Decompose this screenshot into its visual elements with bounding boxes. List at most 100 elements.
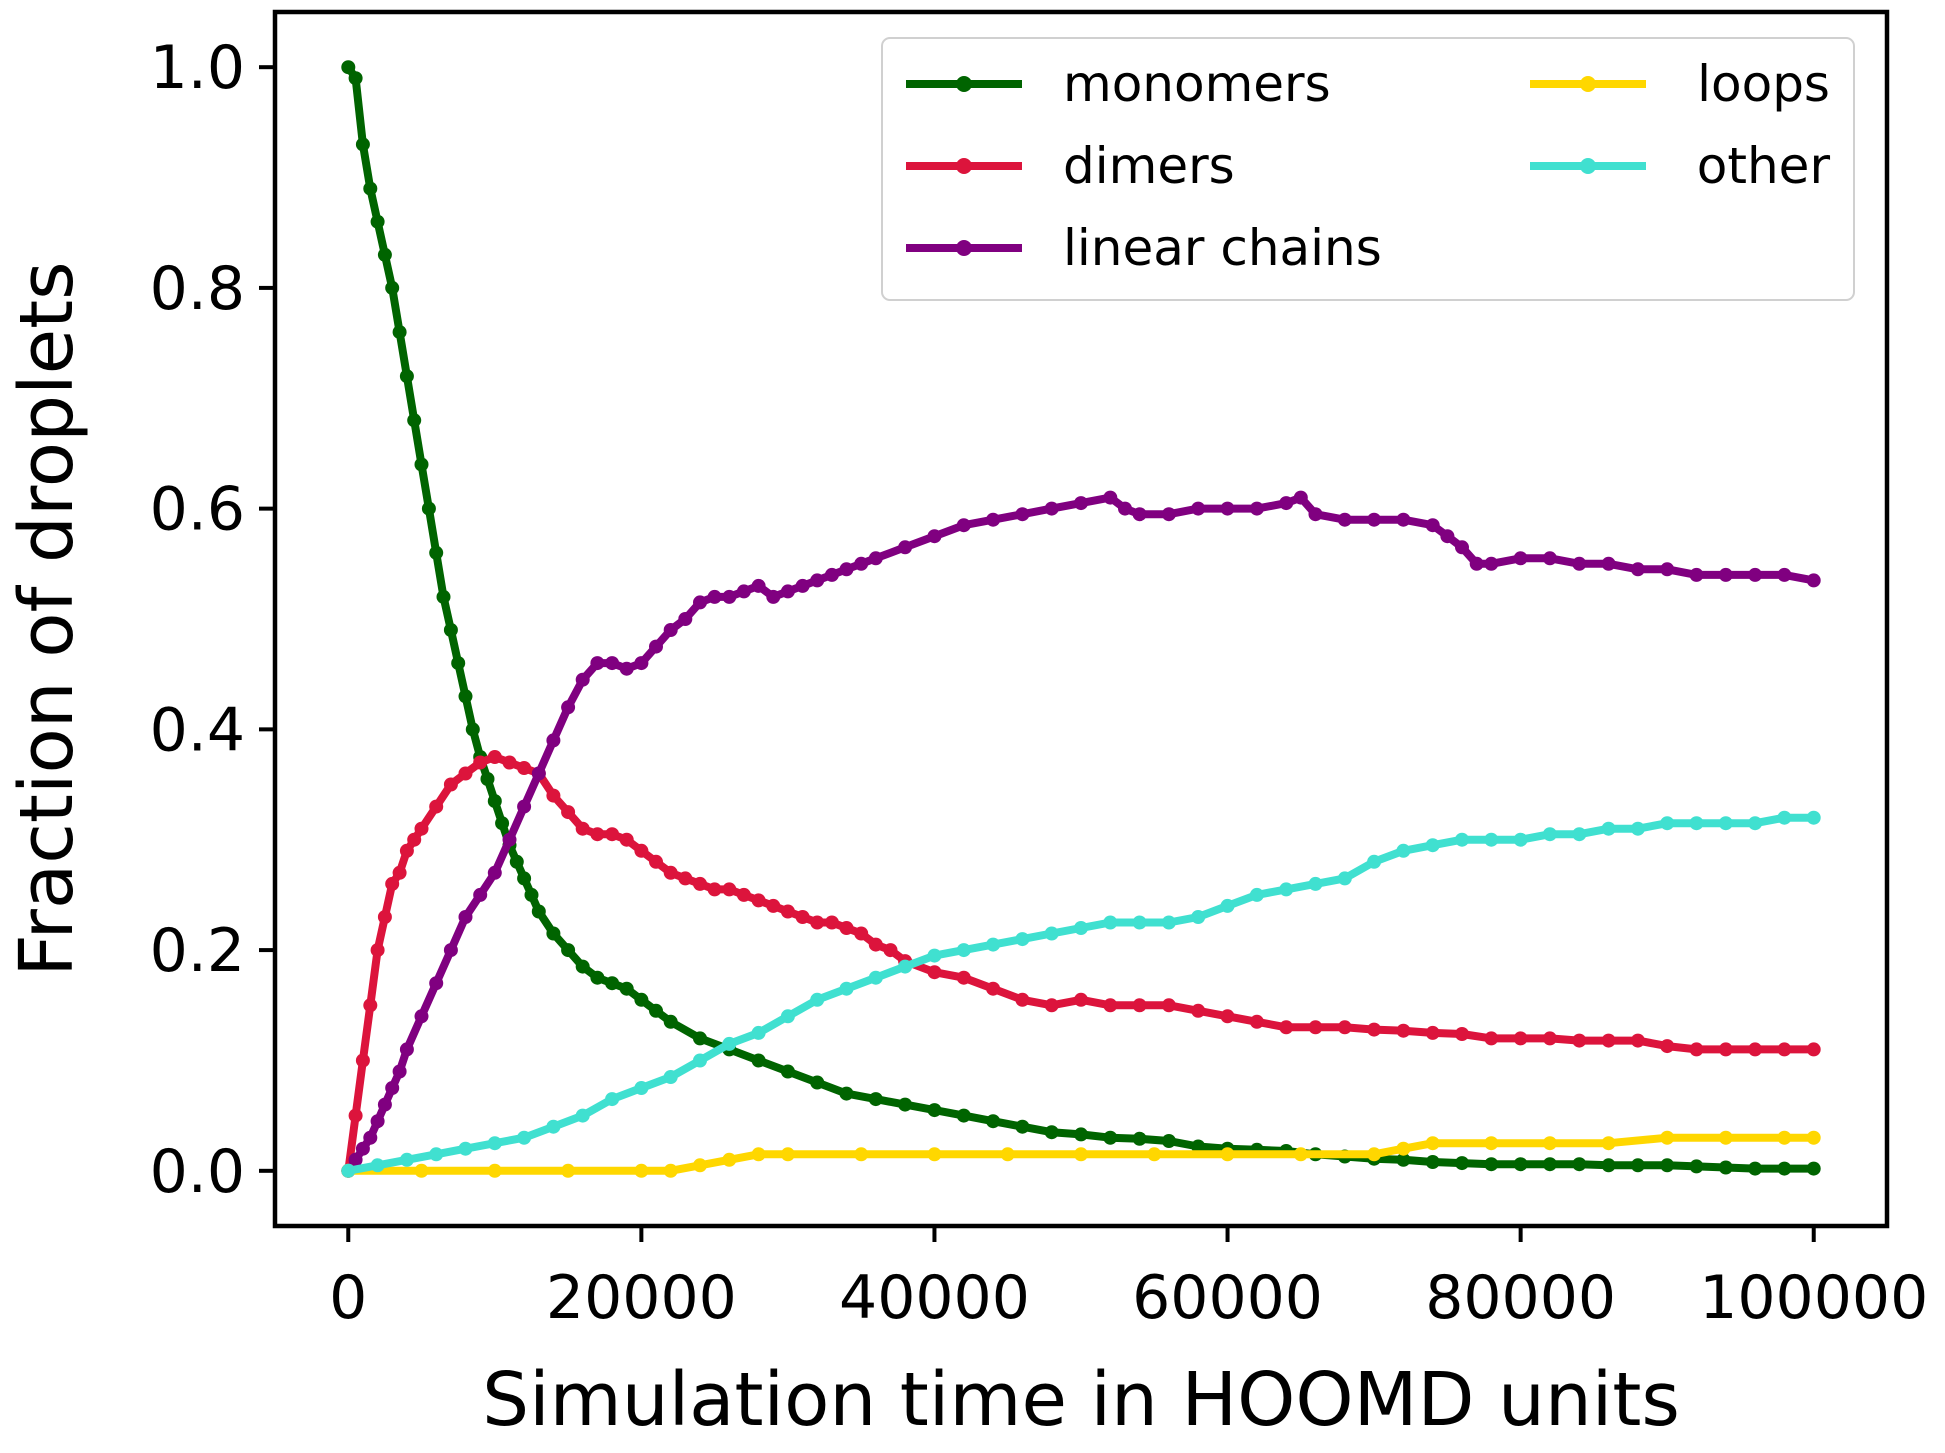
data-point-monomers [465,722,480,737]
data-point-monomers [436,589,451,604]
data-point-other [898,959,913,974]
data-point-linear_chains [722,589,737,604]
y-tick-label: 0.8 [150,254,245,324]
data-point-other [1396,843,1411,858]
data-point-linear_chains [854,556,869,571]
x-tick-label: 20000 [546,1263,737,1333]
data-point-linear_chains [1455,540,1469,555]
data-point-monomers [1132,1131,1147,1146]
data-point-monomers [1572,1157,1587,1172]
data-point-monomers [1660,1158,1675,1173]
data-point-dimers [363,998,378,1013]
data-point-monomers [1015,1119,1030,1134]
data-point-dimers [517,761,532,775]
data-point-other [1572,827,1587,842]
data-point-monomers [561,943,576,958]
data-point-dimers [385,876,400,891]
data-point-linear_chains [605,656,620,671]
data-point-monomers [927,1103,942,1118]
data-point-other [927,948,942,963]
data-point-linear_chains [693,595,707,610]
data-point-loops [1601,1136,1616,1151]
data-point-dimers [634,843,649,858]
legend-marker-dimers [956,158,972,174]
data-point-loops [722,1152,737,1167]
data-point-monomers [1484,1157,1499,1172]
data-point-monomers [531,904,546,919]
data-point-other [1542,827,1557,842]
data-point-dimers [377,910,392,924]
data-point-monomers [443,623,458,637]
data-point-dimers [458,766,473,781]
data-point-dimers [868,937,883,952]
data-point-dimers [1513,1031,1528,1046]
data-point-monomers [495,816,510,831]
data-point-dimers [370,943,385,958]
data-point-monomers [839,1086,854,1101]
data-point-loops [1220,1147,1235,1162]
data-point-other [634,1081,649,1095]
data-point-other [1425,838,1440,853]
data-point-linear_chains [1806,573,1821,588]
data-point-linear_chains [927,529,942,544]
data-point-linear_chains [517,799,532,814]
data-point-dimers [883,943,898,958]
data-point-dimers [1425,1025,1440,1040]
data-point-dimers [1660,1039,1675,1054]
data-point-other [1601,821,1616,836]
data-point-dimers [927,965,942,980]
data-point-other [1367,854,1382,869]
data-point-other [1308,876,1323,891]
data-point-dimers [1630,1033,1645,1048]
data-point-linear_chains [780,584,795,599]
data-point-dimers [1367,1022,1382,1037]
data-point-other [956,943,971,958]
data-point-monomers [619,981,634,996]
data-point-other [1161,915,1176,930]
data-point-linear_chains [839,562,854,577]
data-point-monomers [693,1031,707,1046]
data-point-linear_chains [619,661,634,676]
data-point-dimers [1220,1009,1235,1024]
data-point-monomers [524,887,539,902]
data-point-dimers [348,1108,363,1123]
data-point-loops [414,1163,429,1178]
x-axis-title: Simulation time in HOOMD units [482,1357,1680,1443]
y-tick-label: 0.2 [150,916,245,986]
data-point-other [517,1130,532,1145]
data-point-other [575,1108,590,1123]
legend-label-dimers: dimers [1063,137,1235,195]
data-point-monomers [480,772,495,786]
data-point-linear_chains [795,578,810,593]
data-point-linear_chains [678,612,693,626]
data-point-monomers [363,181,378,196]
data-point-loops [1777,1130,1792,1145]
data-point-monomers [451,656,466,671]
data-point-linear_chains [1161,507,1176,522]
data-point-monomers [663,1014,678,1029]
data-point-monomers [399,369,414,384]
data-point-monomers [1630,1158,1645,1173]
data-point-linear_chains [1337,512,1352,527]
data-point-dimers [1396,1023,1411,1038]
data-point-loops [1293,1147,1308,1162]
y-tick-label: 0.0 [150,1137,245,1207]
data-point-loops [693,1158,707,1173]
data-point-loops [1542,1136,1557,1151]
data-point-monomers [898,1097,913,1112]
data-point-loops [927,1147,942,1162]
data-point-dimers [1542,1031,1557,1046]
data-point-monomers [421,501,436,516]
data-point-monomers [810,1075,825,1090]
data-point-linear_chains [1425,518,1440,533]
data-point-dimers [766,898,781,913]
data-point-linear_chains [898,540,913,555]
data-point-dimers [1249,1014,1264,1029]
data-point-linear_chains [810,573,825,588]
data-point-monomers [868,1092,883,1107]
data-point-dimers [649,854,663,869]
data-point-loops [1660,1130,1675,1145]
legend-marker-loops [1580,76,1596,92]
data-point-dimers [1777,1042,1792,1057]
